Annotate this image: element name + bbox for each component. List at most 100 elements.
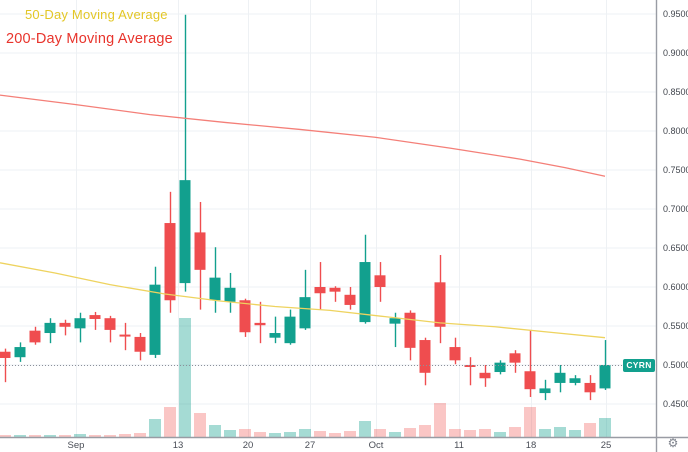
time-axis-label: 20 (242, 440, 254, 451)
volume-bar (599, 418, 611, 437)
volume-bar (569, 430, 581, 437)
ma50-line (0, 262, 606, 339)
volume-bar (239, 429, 251, 437)
price-axis-label: 0.7500 (663, 165, 688, 175)
candle-body (539, 388, 551, 394)
candle-body (164, 223, 176, 301)
volume-bar (119, 434, 131, 437)
volume-bar (0, 435, 11, 437)
time-axis-label: 13 (172, 440, 184, 451)
price-axis-label: 0.8000 (663, 126, 688, 136)
volume-bar (314, 431, 326, 437)
volume-bar (29, 435, 41, 437)
volume-bar (59, 435, 71, 437)
time-axis-label: 18 (525, 440, 537, 451)
volume-bar (539, 429, 551, 437)
volume-bar (419, 425, 431, 437)
candle-body (569, 378, 581, 383)
time-axis-label: 27 (304, 440, 316, 451)
candle-body (479, 372, 491, 379)
volume-bar (329, 433, 341, 437)
candle-body (359, 262, 371, 323)
candle-body (239, 300, 251, 333)
candle-body (194, 232, 206, 270)
ma200-line (0, 94, 606, 177)
candle-body (449, 347, 461, 361)
volume-bar (494, 432, 506, 437)
candle-body (374, 275, 386, 287)
volume-bar (554, 427, 566, 437)
candle-body (434, 282, 446, 327)
candle-body (299, 297, 311, 329)
candle-body (29, 330, 41, 343)
candle-body (419, 340, 431, 373)
price-axis-label: 0.6000 (663, 282, 688, 292)
candle-body (344, 294, 356, 305)
volume-bar (584, 423, 596, 437)
candle-body (269, 333, 281, 338)
volume-bar (149, 419, 161, 437)
volume-bar (374, 429, 386, 437)
candle-body (149, 284, 161, 355)
volume-bar (194, 413, 206, 437)
candle-body (14, 347, 26, 358)
candle-body (104, 318, 116, 330)
volume-bar (449, 429, 461, 437)
candle-body (254, 322, 266, 326)
candle-body (584, 382, 596, 393)
price-axis[interactable]: 0.9500 0.9000 0.8500 0.8000 0.7500 0.7000 0.65… (657, 0, 688, 437)
candle-body (209, 277, 221, 301)
volume-bar (254, 432, 266, 437)
candle-body (464, 365, 476, 367)
ma50-legend-label: 50-Day Moving Average (25, 7, 168, 22)
candle-body (284, 316, 296, 344)
volume-bar (44, 435, 56, 437)
candle-body (389, 318, 401, 324)
volume-bar (284, 432, 296, 437)
volume-bar (479, 429, 491, 437)
volume-bar (344, 431, 356, 437)
settings-gear-icon[interactable]: ⚙ (667, 436, 679, 450)
candle-body (74, 318, 86, 329)
volume-bar (269, 433, 281, 437)
candle-body (134, 336, 146, 352)
volume-bar (404, 428, 416, 437)
time-axis[interactable]: Sep 13 20 27 Oct 11 18 25 (0, 438, 656, 452)
candle-body (0, 351, 11, 358)
volume-bar (14, 435, 26, 437)
candle-body (224, 287, 236, 302)
price-axis-label: 0.8500 (663, 87, 688, 97)
candle-body (509, 353, 521, 363)
candle-body (599, 365, 611, 389)
volume-bar (299, 429, 311, 437)
volume-bar (509, 427, 521, 437)
volume-bar (389, 432, 401, 437)
time-axis-label: 25 (600, 440, 612, 451)
candle-body (179, 180, 191, 284)
price-axis-label: 0.6500 (663, 243, 688, 253)
price-axis-label: 0.7000 (663, 204, 688, 214)
candle-body (404, 312, 416, 348)
candle-body (119, 334, 131, 337)
candle-body (554, 372, 566, 383)
candle-body (44, 322, 56, 334)
time-axis-label: 11 (454, 440, 464, 451)
volume-bar (104, 435, 116, 437)
time-axis-label: Oct (368, 440, 384, 451)
time-axis-label: Sep (67, 440, 85, 451)
volume-bar (164, 407, 176, 437)
ma200-legend-label: 200-Day Moving Average (6, 31, 173, 47)
volume-bar (359, 421, 371, 437)
candle-body (524, 371, 536, 390)
candle-body (89, 315, 101, 319)
price-axis-label: 0.5000 (663, 360, 688, 370)
volume-bar (224, 430, 236, 437)
candle-body (494, 362, 506, 373)
price-axis-label: 0.9000 (663, 48, 688, 58)
volume-bar (464, 430, 476, 437)
price-axis-label: 0.9500 (663, 9, 688, 19)
volume-bar (434, 403, 446, 437)
candle-body (314, 287, 326, 294)
